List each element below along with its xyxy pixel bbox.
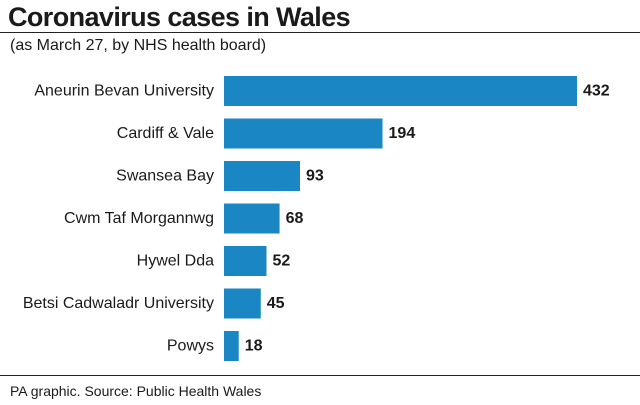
footer-rule: [0, 375, 640, 376]
bar-powys: [224, 331, 239, 361]
category-label-hywel-dda: Hywel Dda: [137, 253, 214, 270]
value-label-betsi-cadwaladr-university: 45: [267, 295, 285, 312]
category-label-betsi-cadwaladr-university: Betsi Cadwaladr University: [23, 295, 214, 312]
value-label-aneurin-bevan-university: 432: [583, 83, 610, 100]
source-note: PA graphic. Source: Public Health Wales: [10, 383, 262, 399]
chart-title: Coronavirus cases in Wales: [8, 2, 351, 32]
category-label-cwm-taf-morgannwg: Cwm Taf Morgannwg: [64, 210, 214, 227]
value-label-hywel-dda: 52: [272, 253, 290, 270]
bar-swansea-bay: [224, 161, 300, 191]
value-label-swansea-bay: 93: [306, 168, 324, 185]
category-label-swansea-bay: Swansea Bay: [116, 168, 214, 185]
category-label-aneurin-bevan-university: Aneurin Bevan University: [34, 83, 214, 100]
chart-subtitle: (as March 27, by NHS health board): [10, 37, 267, 54]
bar-cardiff-vale: [224, 118, 383, 149]
category-label-powys: Powys: [167, 338, 214, 355]
category-label-cardiff-vale: Cardiff & Vale: [117, 125, 214, 142]
value-label-cardiff-vale: 194: [389, 125, 416, 142]
title-rule: [0, 32, 640, 33]
bar-cwm-taf-morgannwg: [224, 203, 280, 234]
value-label-powys: 18: [245, 338, 263, 355]
bar-hywel-dda: [224, 246, 267, 276]
bar-chart: Aneurin Bevan University 432 Cardiff & Val…: [23, 76, 610, 361]
value-label-cwm-taf-morgannwg: 68: [286, 210, 304, 227]
bar-betsi-cadwaladr-university: [224, 288, 261, 319]
bar-aneurin-bevan-university: [224, 76, 577, 106]
